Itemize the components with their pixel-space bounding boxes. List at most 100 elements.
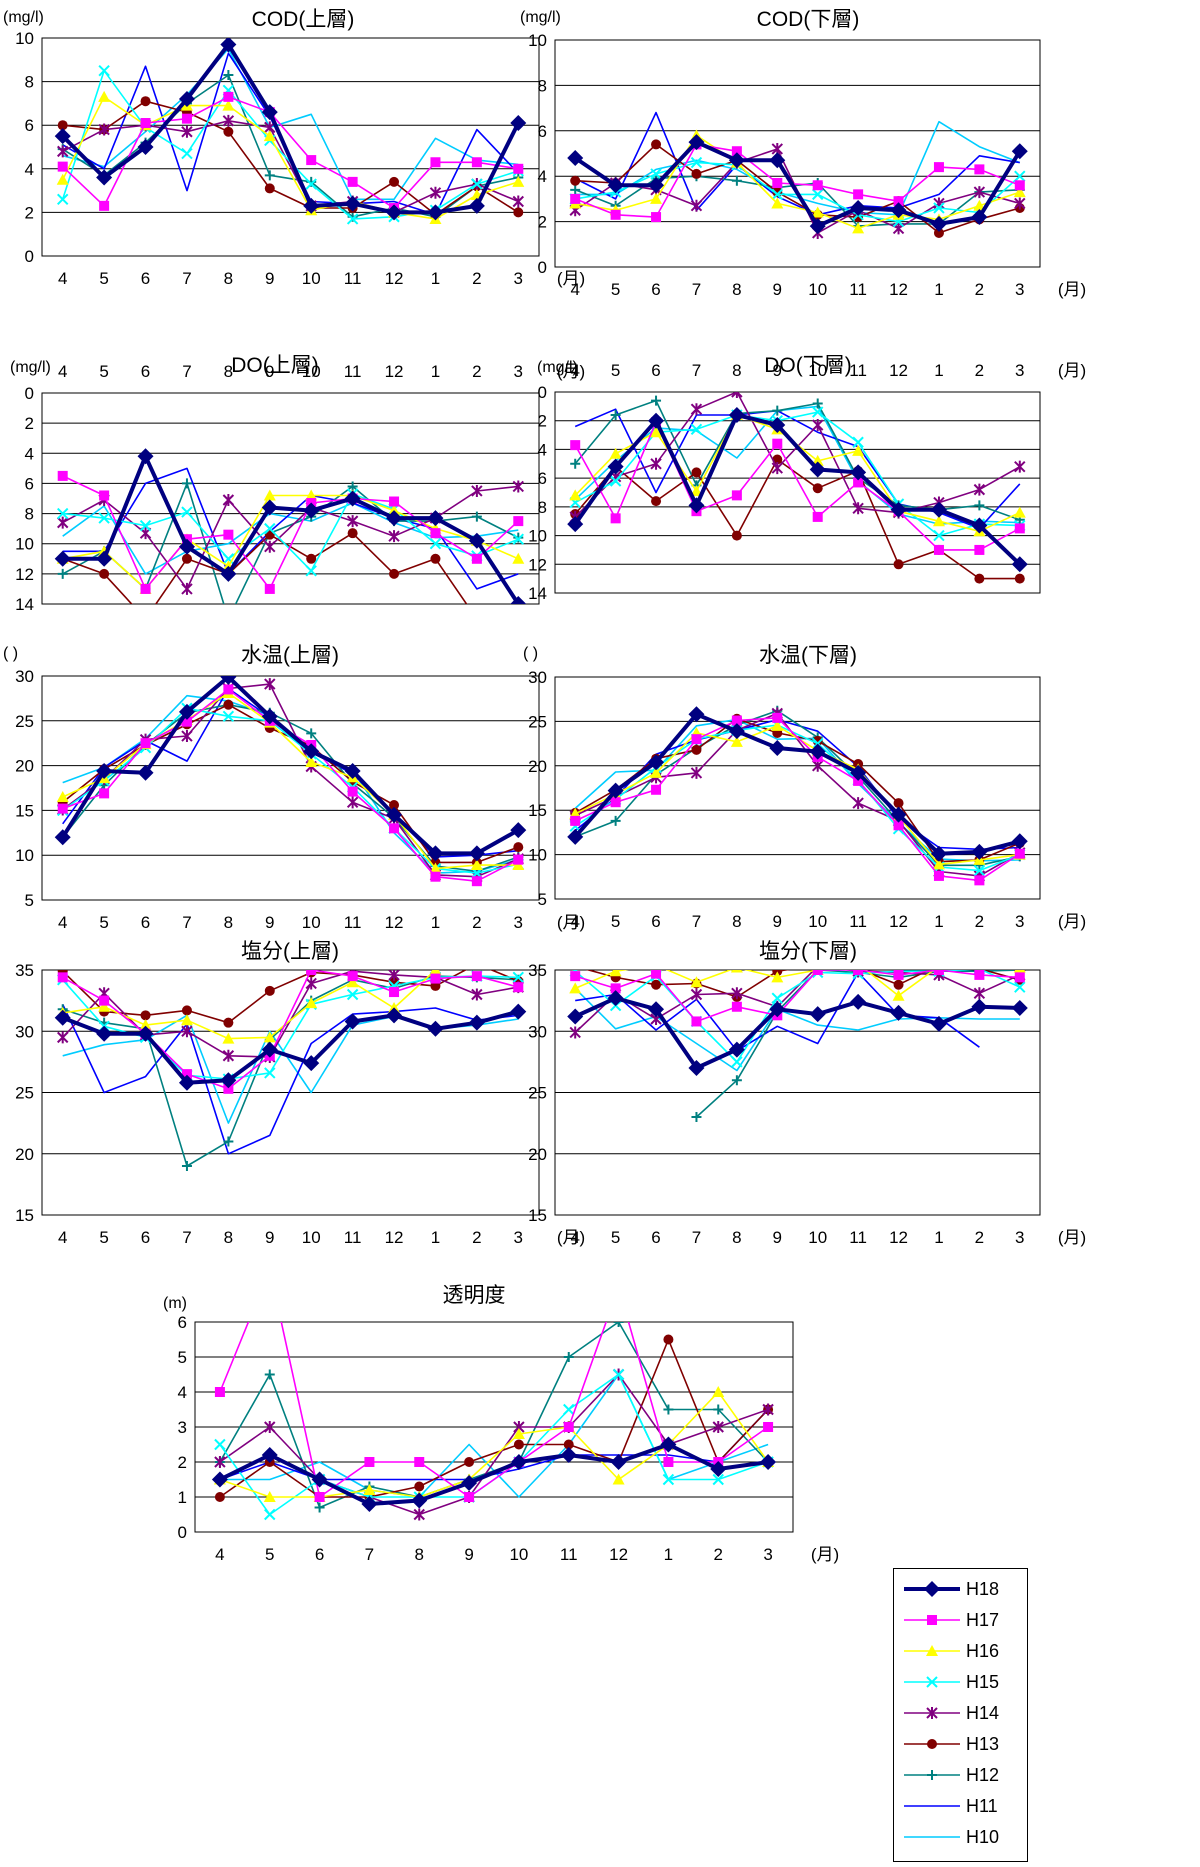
data-point-H18 <box>890 202 907 219</box>
series-line-H17 <box>574 421 1021 551</box>
y-tick-label: 2 <box>538 213 547 232</box>
data-point-H18 <box>386 204 403 221</box>
data-point-H17 <box>610 209 621 220</box>
data-point-H12 <box>471 511 482 522</box>
legend-marker <box>926 1645 938 1656</box>
data-point-H16 <box>471 957 483 968</box>
x-tick-label: 3 <box>514 269 523 288</box>
data-point-H17 <box>893 970 904 980</box>
data-point-H18 <box>971 517 988 534</box>
data-point-H17 <box>513 516 524 527</box>
x-unit-label: (月) <box>1058 361 1086 380</box>
data-point-H16 <box>650 426 663 438</box>
x-tick-label: 11 <box>344 1228 362 1247</box>
legend-entry-H13: H13 <box>902 1732 999 1756</box>
chart-title: 水温(上層) <box>241 644 339 667</box>
data-point-H14 <box>222 114 235 127</box>
x-tick-label: 3 <box>1015 361 1024 380</box>
data-point-H13 <box>513 207 524 218</box>
data-point-H13 <box>513 842 524 853</box>
x-tick-label: 5 <box>99 913 108 932</box>
legend-marker <box>926 1676 938 1688</box>
data-point-H15 <box>933 202 945 214</box>
series-line-H16 <box>62 494 519 590</box>
data-point-H14 <box>973 483 986 496</box>
data-point-H13 <box>893 979 904 990</box>
x-tick-label: 10 <box>302 362 321 381</box>
x-tick-label: 11 <box>849 1228 867 1247</box>
x-tick-label: 1 <box>934 280 943 299</box>
data-point-H18 <box>510 1003 527 1020</box>
series-line-H18 <box>219 1442 769 1506</box>
data-point-H16 <box>569 982 582 994</box>
data-point-H17 <box>610 983 621 994</box>
series-line-H15 <box>219 1373 769 1516</box>
series-line-H12 <box>574 399 1021 521</box>
x-tick-label: 2 <box>975 280 984 299</box>
data-point-H16 <box>305 997 318 1009</box>
x-tick-label: 10 <box>302 913 321 932</box>
data-point-H15 <box>139 519 152 532</box>
x-tick-label: 6 <box>141 913 150 932</box>
data-point-H17 <box>389 823 400 834</box>
x-tick-label: 9 <box>773 361 782 380</box>
data-point-H18 <box>688 706 705 723</box>
data-point-H16 <box>1013 970 1026 973</box>
data-point-H12 <box>181 1161 192 1171</box>
data-point-H16 <box>1013 186 1026 198</box>
data-point-H17 <box>464 1492 475 1502</box>
series-line-H17 <box>62 970 519 1090</box>
x-tick-label: 12 <box>385 362 404 381</box>
data-point-H18 <box>468 845 485 862</box>
data-point-H17 <box>389 987 400 998</box>
data-point-H13 <box>57 120 68 131</box>
series-line-H17 <box>62 475 519 590</box>
chart-title: 塩分(上層) <box>241 940 339 963</box>
x-tick-label: 4 <box>570 361 579 380</box>
x-tick-label: 12 <box>385 1228 404 1247</box>
data-point-H18 <box>930 1015 947 1032</box>
data-point-H17 <box>893 820 904 831</box>
y-unit-label: (mg/l) <box>10 359 51 376</box>
data-point-H18 <box>510 596 527 604</box>
x-tick-label: 12 <box>385 913 404 932</box>
data-point-H12 <box>223 1136 234 1147</box>
data-point-H14 <box>57 145 69 158</box>
legend-label: H18 <box>966 1578 1000 1599</box>
x-tick-label: 5 <box>265 1545 274 1564</box>
data-point-H17 <box>933 870 944 881</box>
data-point-H12 <box>563 1352 574 1362</box>
legend-marker <box>927 1739 937 1749</box>
data-point-H18 <box>96 169 113 186</box>
x-unit-label: (月) <box>1058 1228 1086 1247</box>
legend-label: H11 <box>966 1795 998 1816</box>
legend-swatch <box>904 1581 960 1597</box>
data-point-H17 <box>99 490 110 501</box>
series-line-H11 <box>574 408 1021 530</box>
data-point-H18 <box>468 197 485 214</box>
data-point-H17 <box>570 971 581 982</box>
x-tick-label: 5 <box>99 362 108 381</box>
data-point-H15 <box>264 522 276 535</box>
series-line-H15 <box>574 411 1020 537</box>
data-point-H16 <box>222 1032 235 1044</box>
x-tick-label: 8 <box>224 269 233 288</box>
data-point-H18 <box>688 1060 705 1076</box>
series-line-H13 <box>574 458 1020 580</box>
data-point-H12 <box>613 1322 624 1327</box>
legend-swatch <box>904 1676 960 1688</box>
y-tick-label: 6 <box>25 116 34 135</box>
data-point-H15 <box>812 188 824 201</box>
legend-entry-H16: H16 <box>902 1639 999 1663</box>
y-tick-label: 8 <box>538 498 547 517</box>
data-point-H15 <box>429 538 442 550</box>
series-line-H14 <box>62 683 519 878</box>
x-tick-label: 6 <box>651 1228 660 1247</box>
y-unit-label: (mg/l) <box>520 9 561 26</box>
x-tick-label: 1 <box>934 1228 943 1247</box>
legend-entry-H14: H14 <box>902 1701 999 1725</box>
data-point-H18 <box>728 723 745 740</box>
series-line-H18 <box>574 996 1020 1070</box>
